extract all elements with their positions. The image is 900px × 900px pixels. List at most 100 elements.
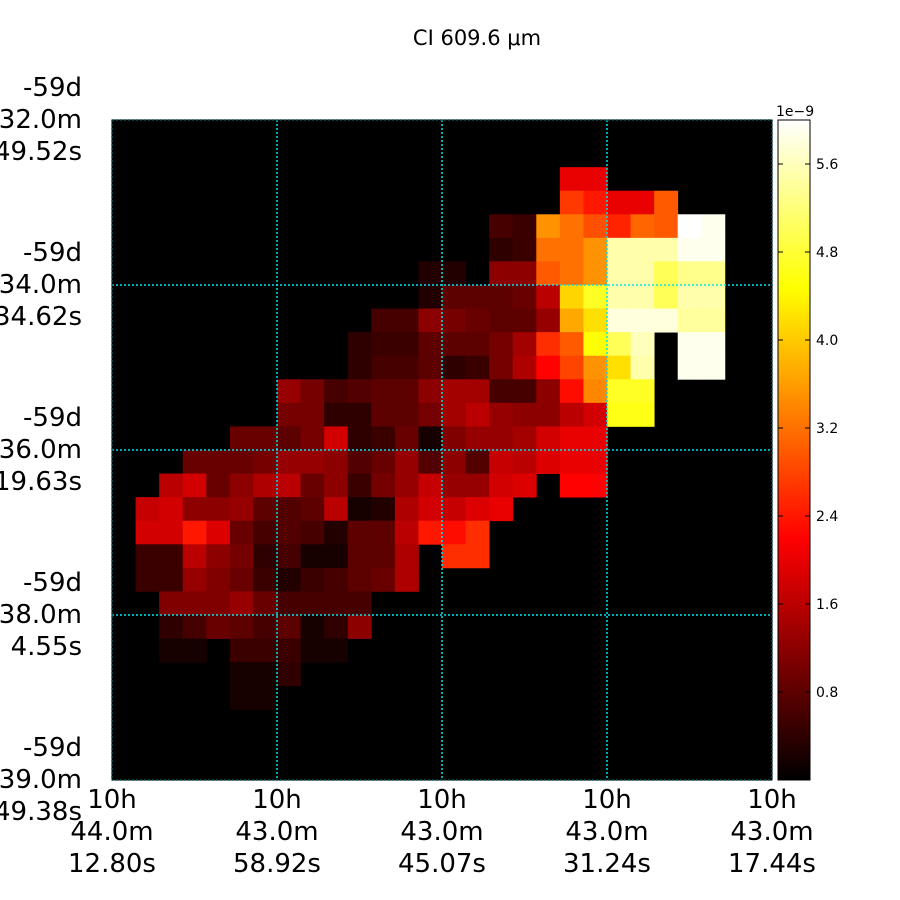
heatmap-cell	[347, 426, 372, 451]
heatmap-cell	[654, 237, 679, 262]
heatmap-cell	[394, 450, 419, 474]
x-axis-ticks: 10h44.0m12.80s10h43.0m58.92s10h43.0m45.0…	[68, 785, 816, 879]
heatmap-cell	[324, 638, 349, 663]
heatmap-cell	[465, 544, 490, 569]
heatmap-cell	[253, 685, 278, 710]
heatmap-cell	[277, 567, 301, 592]
heatmap-cell	[489, 261, 514, 286]
heatmap-cell	[277, 450, 301, 474]
heatmap-cell	[159, 520, 184, 545]
heatmap-cell	[701, 214, 726, 239]
heatmap-cell	[630, 261, 655, 286]
chart-title: CI 609.6 μm	[413, 26, 541, 50]
colorbar: 1e−9 0.8 1.6 2.4 3.2 4.0 4.8 5.6	[776, 104, 838, 781]
heatmap-cell	[418, 261, 443, 286]
heatmap-cell	[206, 520, 231, 545]
heatmap-cell	[277, 426, 301, 451]
heatmap-cell	[229, 685, 254, 710]
heatmap-cell	[536, 355, 561, 380]
heatmap-cell	[253, 638, 278, 663]
heatmap-cell	[536, 332, 561, 357]
heatmap-cell	[300, 638, 325, 663]
heatmap-cell	[253, 450, 278, 474]
heatmap-cell	[630, 237, 655, 262]
heatmap-cell	[512, 450, 537, 474]
heatmap-cell	[559, 450, 584, 474]
y-tick-label: -59d	[23, 238, 82, 268]
heatmap-cell	[300, 567, 325, 592]
y-tick-label: 19.63s	[0, 467, 82, 497]
heatmap-cell	[465, 520, 490, 545]
heatmap-cell	[559, 379, 584, 404]
heatmap-cell	[677, 332, 702, 357]
heatmap-cell	[229, 638, 254, 663]
x-tick-label: 10h	[582, 785, 632, 815]
y-tick-label: 39.0m	[0, 765, 82, 795]
heatmap-cell	[277, 615, 301, 639]
heatmap-cell	[512, 214, 537, 239]
plot-frame	[111, 119, 773, 781]
heatmap-cell	[300, 473, 325, 498]
heatmap-cell	[347, 473, 372, 498]
heatmap-cell	[442, 520, 466, 545]
heatmap-cell	[465, 355, 490, 380]
heatmap-cell	[583, 261, 608, 286]
x-tick-label: 10h	[747, 785, 797, 815]
heatmap-cell	[206, 544, 231, 569]
heatmap-cell	[371, 308, 396, 333]
heatmap-cell	[418, 332, 443, 357]
heatmap-cell	[229, 567, 254, 592]
heatmap-cell	[371, 332, 396, 357]
heatmap-cell	[159, 615, 184, 639]
x-tick-label: 12.80s	[68, 849, 156, 879]
heatmap-cell	[465, 402, 490, 427]
heatmap-cell	[701, 237, 726, 262]
heatmap-cell	[300, 615, 325, 639]
heatmap-cell	[253, 567, 278, 592]
heatmap-cell	[583, 355, 608, 380]
heatmap-cell	[701, 355, 726, 380]
x-tick-label: 10h	[417, 785, 467, 815]
heatmap-cell	[347, 355, 372, 380]
heatmap-cell	[324, 450, 349, 474]
heatmap-cell	[536, 308, 561, 333]
heatmap-cell	[583, 450, 608, 474]
heatmap-cell	[371, 379, 396, 404]
heatmap-cell	[159, 591, 184, 616]
heatmap-cell	[300, 450, 325, 474]
heatmap-cell	[583, 214, 608, 239]
heatmap-cell	[512, 285, 537, 309]
heatmap-cell	[607, 214, 631, 239]
heatmap-cell	[630, 308, 655, 333]
heatmap-cell	[182, 638, 207, 663]
heatmap-cell	[512, 308, 537, 333]
heatmap-cell	[536, 214, 561, 239]
heatmap-cell	[347, 544, 372, 569]
heatmap-cell	[630, 214, 655, 239]
x-tick-label: 10h	[252, 785, 302, 815]
heatmap-cell	[324, 426, 349, 451]
heatmap-cell	[347, 497, 372, 522]
heatmap-cell	[465, 308, 490, 333]
heatmap-cell	[347, 402, 372, 427]
heatmap-cell	[654, 190, 679, 215]
heatmap-cell	[512, 379, 537, 404]
heatmap-cell	[277, 662, 301, 687]
heatmap-cell	[465, 473, 490, 498]
colorbar-tick-label: 0.8	[816, 685, 838, 701]
heatmap-cell	[489, 426, 514, 451]
heatmap-cell	[512, 261, 537, 286]
heatmap-cell	[229, 497, 254, 522]
heatmap-cell	[559, 237, 584, 262]
heatmap-cell	[277, 638, 301, 663]
heatmap-cell	[701, 261, 726, 286]
heatmap-cell	[347, 567, 372, 592]
heatmap-cell	[206, 591, 231, 616]
heatmap-cells	[135, 167, 726, 710]
heatmap-cell	[536, 237, 561, 262]
heatmap-cell	[701, 285, 726, 309]
heatmap-cell	[677, 308, 702, 333]
heatmap-cell	[206, 497, 231, 522]
heatmap-cell	[418, 520, 443, 545]
